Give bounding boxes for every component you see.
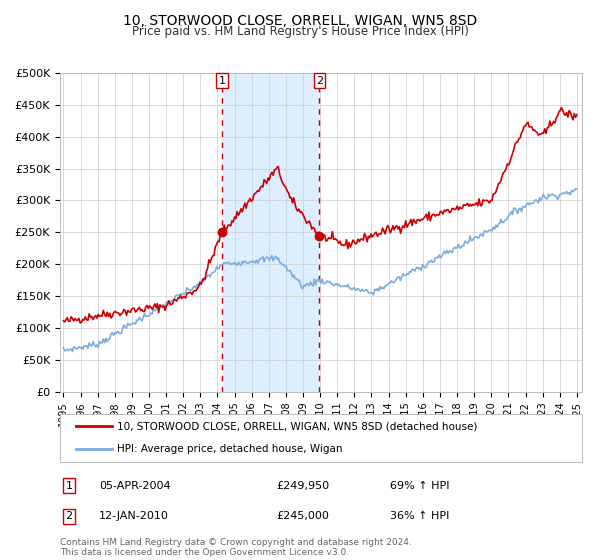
Text: 69% ↑ HPI: 69% ↑ HPI [390,480,449,491]
Text: Price paid vs. HM Land Registry's House Price Index (HPI): Price paid vs. HM Land Registry's House … [131,25,469,38]
Text: £249,950: £249,950 [276,480,329,491]
Text: 05-APR-2004: 05-APR-2004 [99,480,170,491]
Text: 10, STORWOOD CLOSE, ORRELL, WIGAN, WN5 8SD: 10, STORWOOD CLOSE, ORRELL, WIGAN, WN5 8… [123,14,477,28]
Text: HPI: Average price, detached house, Wigan: HPI: Average price, detached house, Wiga… [118,444,343,454]
Text: 2: 2 [65,511,73,521]
Text: 2: 2 [316,76,323,86]
Text: 36% ↑ HPI: 36% ↑ HPI [390,511,449,521]
Text: 10, STORWOOD CLOSE, ORRELL, WIGAN, WN5 8SD (detached house): 10, STORWOOD CLOSE, ORRELL, WIGAN, WN5 8… [118,421,478,431]
Text: 12-JAN-2010: 12-JAN-2010 [99,511,169,521]
Text: 1: 1 [65,480,73,491]
Text: 1: 1 [218,76,226,86]
Text: £245,000: £245,000 [276,511,329,521]
Text: Contains HM Land Registry data © Crown copyright and database right 2024.
This d: Contains HM Land Registry data © Crown c… [60,538,412,557]
